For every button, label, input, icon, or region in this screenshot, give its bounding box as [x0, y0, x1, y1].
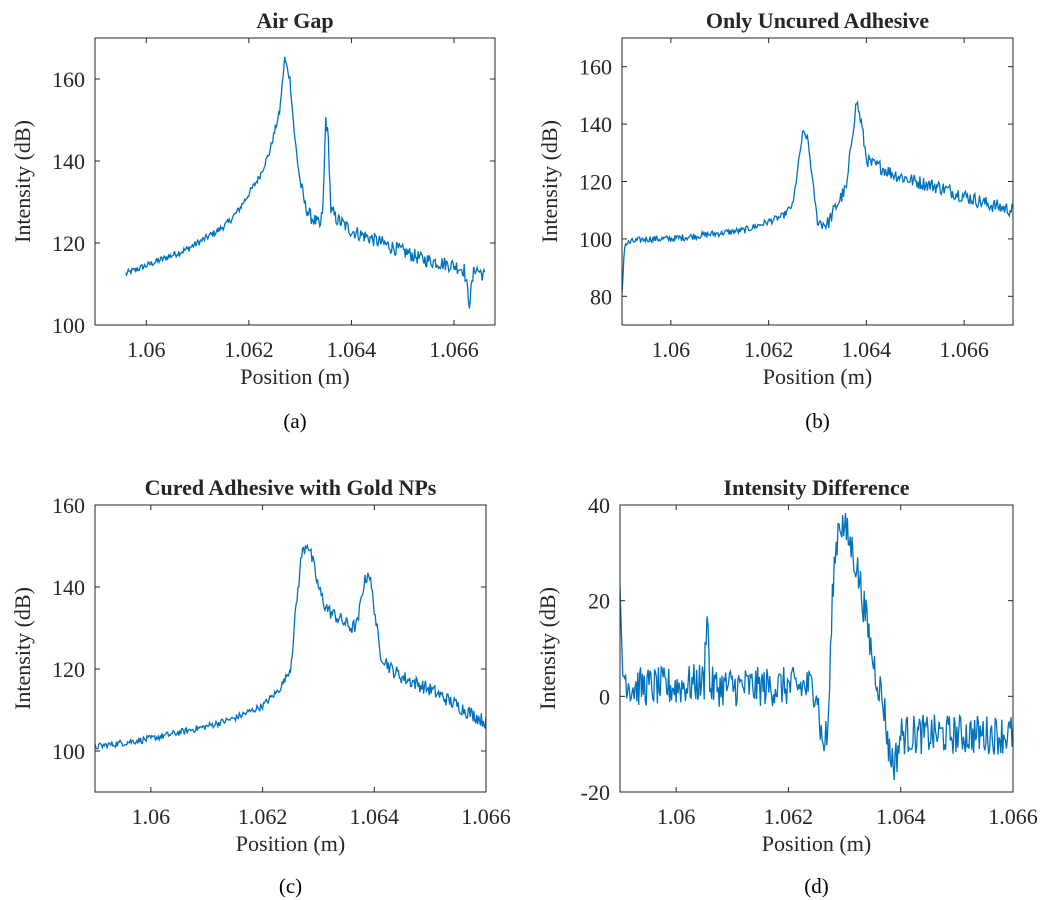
axes-box	[94, 37, 496, 326]
subfigure-caption: (c)	[279, 874, 302, 898]
x-tick-label: 1.066	[461, 804, 511, 829]
y-tick-label: 160	[52, 493, 85, 518]
axes-box	[621, 37, 1014, 326]
chart-title: Intensity Difference	[724, 475, 910, 500]
x-tick-label: 1.064	[842, 337, 892, 362]
x-axis-label: Position (m)	[240, 364, 349, 389]
chart-b: 1.06 1.062 1.064 1.066 80 100 120 140 160 Only Un…	[537, 8, 1014, 433]
y-tick-label: 120	[579, 170, 612, 195]
chart-d: 1.06 1.062 1.064 1.066 -20 0 20 40 Intensity Dif…	[535, 475, 1038, 898]
x-tick-label: 1.064	[350, 804, 400, 829]
x-tick-label: 1.06	[132, 804, 171, 829]
y-tick-label: 40	[588, 493, 610, 518]
y-tick-label: 100	[579, 227, 612, 252]
x-tick-label: 1.066	[939, 337, 989, 362]
y-tick-label: 140	[52, 149, 85, 174]
chart-title: Only Uncured Adhesive	[706, 8, 930, 33]
series-line	[125, 56, 486, 309]
x-axis-label: Position (m)	[762, 831, 871, 856]
y-tick-label: 100	[52, 313, 85, 338]
y-tick-label: 0	[599, 684, 610, 709]
x-tick-label: 1.062	[744, 337, 794, 362]
series-line	[620, 512, 1013, 781]
series-line	[622, 100, 1013, 294]
y-tick-label: 80	[590, 284, 612, 309]
x-tick-label: 1.066	[429, 337, 479, 362]
series-line	[95, 543, 486, 750]
y-tick-label: 140	[52, 575, 85, 600]
x-tick-label: 1.062	[238, 804, 288, 829]
y-tick-label: 160	[579, 55, 612, 80]
chart-title: Air Gap	[256, 8, 333, 33]
x-tick-label: 1.06	[657, 804, 696, 829]
y-tick-label: 140	[579, 112, 612, 137]
x-tick-label: 1.062	[224, 337, 274, 362]
y-tick-label: 100	[52, 739, 85, 764]
chart-a: 1.06 1.062 1.064 1.066 100 120 140 160 Air Gap Po…	[10, 8, 496, 433]
x-tick-label: 1.06	[652, 337, 691, 362]
y-tick-label: -20	[581, 780, 610, 805]
chart-c: 1.06 1.062 1.064 1.066 100 120 140 160 Cured Adh…	[10, 475, 511, 898]
x-axis-label: Position (m)	[763, 364, 872, 389]
x-tick-label: 1.06	[127, 337, 166, 362]
y-tick-label: 20	[588, 589, 610, 614]
subfigure-caption: (b)	[805, 409, 830, 433]
y-tick-label: 160	[52, 67, 85, 92]
y-axis-label: Intensity (dB)	[10, 120, 35, 243]
x-tick-label: 1.064	[876, 804, 926, 829]
axes-box	[94, 504, 487, 793]
x-tick-label: 1.062	[764, 804, 814, 829]
y-axis-label: Intensity (dB)	[537, 120, 562, 243]
chart-title: Cured Adhesive with Gold NPs	[145, 475, 437, 500]
y-axis-label: Intensity (dB)	[10, 587, 35, 710]
x-tick-label: 1.066	[988, 804, 1038, 829]
y-tick-label: 120	[52, 231, 85, 256]
x-tick-label: 1.064	[327, 337, 377, 362]
y-tick-label: 120	[52, 657, 85, 682]
subfigure-caption: (d)	[804, 874, 829, 898]
x-axis-label: Position (m)	[236, 831, 345, 856]
axes-box	[619, 504, 1014, 793]
subfigure-caption: (a)	[283, 409, 306, 433]
y-axis-label: Intensity (dB)	[535, 587, 560, 710]
